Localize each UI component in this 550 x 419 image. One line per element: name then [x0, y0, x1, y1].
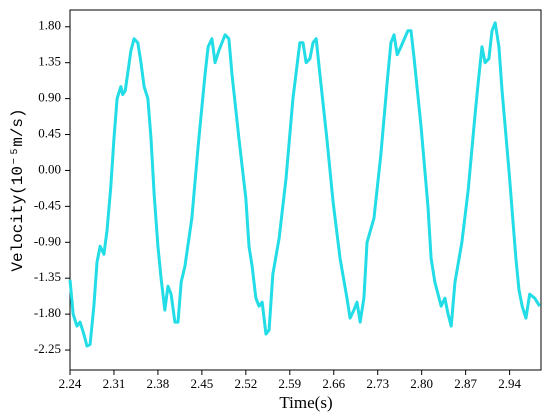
- y-tick-label: 0.45: [38, 126, 61, 141]
- x-tick-label: 2.87: [454, 376, 477, 391]
- x-tick-label: 2.66: [322, 376, 345, 391]
- x-tick-label: 2.24: [59, 376, 82, 391]
- x-tick-label: 2.38: [147, 376, 170, 391]
- x-tick-label: 2.31: [103, 376, 126, 391]
- y-tick-label: 1.35: [38, 54, 61, 69]
- y-tick-label: -0.90: [34, 233, 61, 248]
- x-tick-label: 2.73: [366, 376, 389, 391]
- y-axis-label: Velocity(10⁻⁵m/s): [9, 108, 27, 271]
- x-tick-label: 2.52: [234, 376, 257, 391]
- y-tick-label: 0.00: [38, 161, 61, 176]
- y-tick-label: 0.90: [38, 90, 61, 105]
- y-tick-label: -2.25: [34, 341, 61, 356]
- x-tick-label: 2.45: [191, 376, 214, 391]
- y-tick-label: 1.80: [38, 18, 61, 33]
- x-tick-label: 2.94: [498, 376, 521, 391]
- x-tick-label: 2.59: [278, 376, 301, 391]
- plot-frame: [69, 9, 542, 371]
- y-tick-label: -0.45: [34, 197, 61, 212]
- x-tick-label: 2.80: [410, 376, 433, 391]
- data-line: [68, 21, 542, 348]
- y-tick-label: -1.80: [34, 305, 61, 320]
- x-axis-label: Time(s): [279, 393, 332, 412]
- y-tick-label: -1.35: [34, 269, 61, 284]
